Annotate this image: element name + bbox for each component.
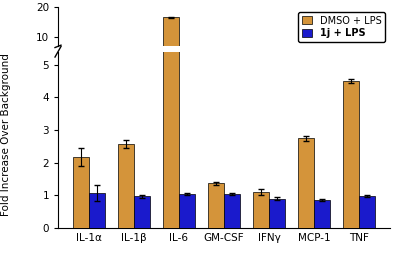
Bar [359,197,375,228]
Bar [298,138,314,228]
Bar [118,60,134,68]
Legend: DMSO + LPS, 1j + LPS: DMSO + LPS, 1j + LPS [298,12,385,42]
Bar [298,59,314,68]
Bar [253,64,269,68]
Bar [224,194,240,228]
Bar [208,63,224,68]
Bar [224,65,240,68]
Bar [163,0,179,228]
Bar [118,144,134,228]
Bar [314,65,330,68]
Bar [73,61,89,68]
Bar [359,65,375,68]
Bar [343,81,359,228]
Bar [134,65,150,68]
Bar [269,65,285,68]
Bar [269,199,285,228]
Bar [179,65,195,68]
Bar [179,194,195,228]
Bar [73,157,89,228]
Bar [163,17,179,68]
Bar [89,64,105,68]
Bar [253,192,269,228]
Bar [89,193,105,228]
Bar [134,197,150,228]
Bar [314,200,330,228]
Text: Fold Increase Over Background: Fold Increase Over Background [1,53,11,217]
Bar [343,54,359,68]
Bar [208,183,224,228]
